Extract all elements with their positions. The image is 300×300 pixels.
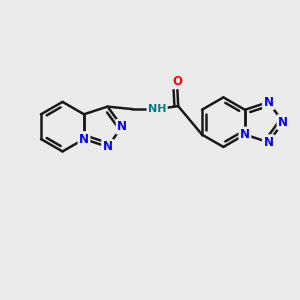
Text: N: N [240, 128, 250, 141]
Text: NH: NH [148, 104, 167, 114]
Text: N: N [103, 140, 112, 153]
Text: N: N [263, 136, 274, 149]
Text: N: N [79, 133, 89, 146]
Text: N: N [263, 96, 274, 109]
Text: N: N [117, 120, 127, 133]
Text: O: O [172, 75, 182, 88]
Text: N: N [278, 116, 288, 129]
